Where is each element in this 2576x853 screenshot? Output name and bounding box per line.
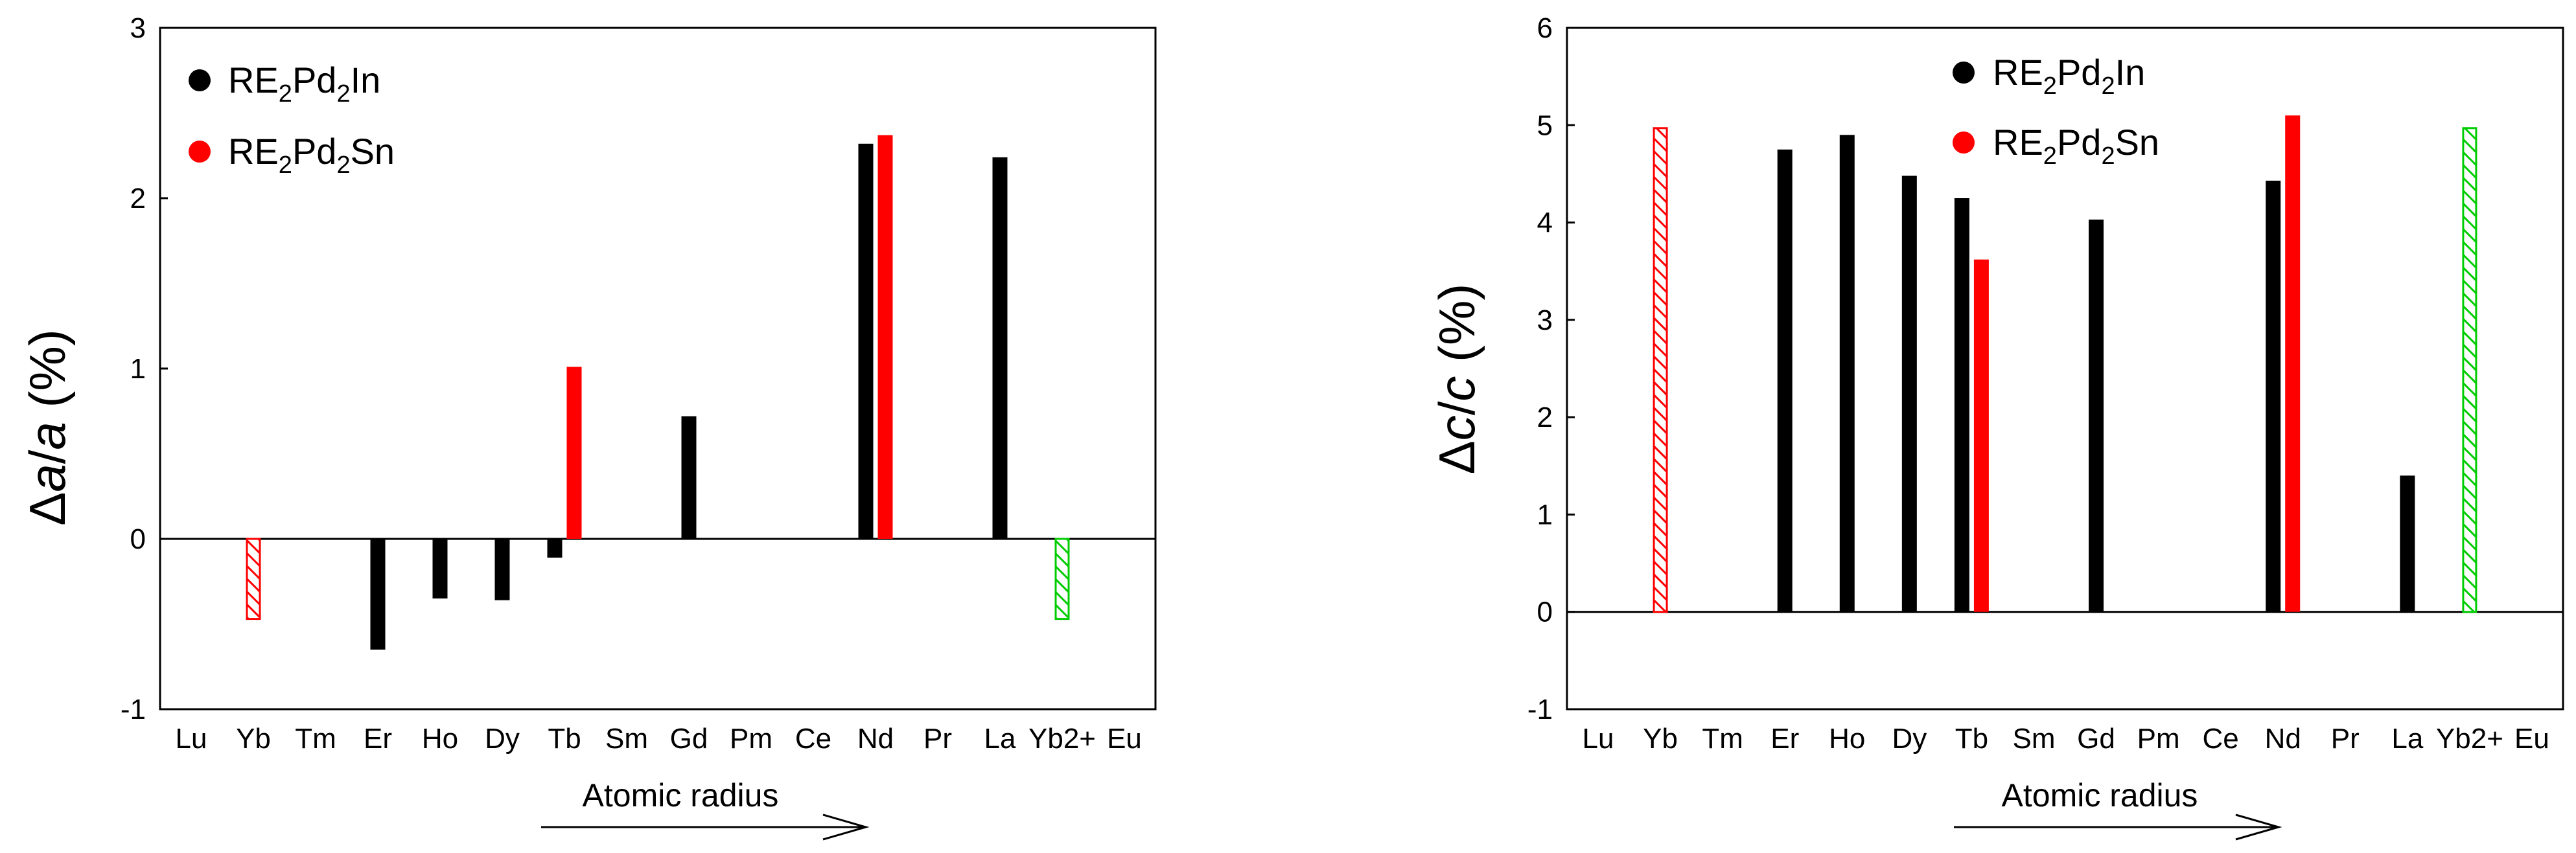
legend-label: RE2Pd2Sn: [228, 131, 395, 179]
x-tick-label: Ho: [422, 723, 458, 755]
y-tick-label: 6: [1537, 12, 1553, 44]
y-tick-label: 1: [130, 353, 146, 385]
y-ticks: -1 0 1 2 3 4 5 6: [1527, 12, 1575, 725]
x-tick-label: Yb2+: [2436, 723, 2503, 755]
bar-re2pd2in-er: [370, 539, 386, 650]
bar-re2pd2in-dy: [494, 539, 510, 600]
x-tick-label: Yb2+: [1028, 723, 1096, 755]
hatched-bar-yb: [1653, 127, 1668, 613]
x-tick-label: Pr: [2331, 723, 2360, 755]
arrow-head: [822, 813, 870, 841]
y-tick-label: -1: [1527, 694, 1553, 725]
legend: RE2Pd2In RE2Pd2Sn: [1953, 52, 2159, 170]
atomic-radius-arrow: Atomic radius: [1954, 777, 2282, 841]
x-tick-label: Pm: [2137, 723, 2180, 755]
x-tick-label: Lu: [176, 723, 207, 755]
x-tick-label: Pr: [923, 723, 952, 755]
x-tick-label: Yb: [1643, 723, 1678, 755]
x-tick-label: La: [2391, 723, 2423, 755]
plot-area: [1566, 27, 2564, 711]
hatched-bar-yb: [246, 538, 261, 620]
x-tick-label: Tm: [1702, 723, 1743, 755]
x-tick-label: Ho: [1829, 723, 1865, 755]
x-tick-label: Sm: [2012, 723, 2055, 755]
x-tick-label: Eu: [2514, 723, 2549, 755]
legend: RE2Pd2In RE2Pd2Sn: [189, 60, 395, 179]
x-tick-label: Tm: [295, 723, 336, 755]
plot-frame: [1566, 27, 2564, 711]
bar-re2pd2sn-tb: [1973, 259, 1989, 612]
bar-re2pd2in-ho: [432, 539, 448, 599]
bar-re2pd2in-la: [992, 157, 1008, 539]
bar-re2pd2in-gd: [2089, 220, 2104, 612]
bar-re2pd2in-tb: [547, 539, 563, 558]
bar-re2pd2sn-nd: [877, 135, 893, 539]
bar-re2pd2sn-nd: [2285, 115, 2301, 612]
legend-marker: [1953, 62, 1975, 84]
y-tick-label: 1: [1537, 499, 1553, 530]
legend-marker: [1953, 131, 1975, 154]
x-tick-label: Nd: [857, 723, 894, 755]
x-ticks: Lu Yb Tm Er Ho Dy Tb Sm Gd Pm Ce Nd Pr La Yb2+ Eu: [1583, 723, 2549, 755]
y-tick-label: 4: [1537, 207, 1553, 239]
x-tick-label: Ce: [2203, 723, 2239, 755]
legend-marker: [189, 141, 211, 163]
y-tick-label: 5: [1537, 109, 1553, 141]
bar-re2pd2in-gd: [681, 416, 697, 539]
plot-area: [159, 27, 1157, 711]
x-tick-label: La: [984, 723, 1016, 755]
y-tick-label: 3: [130, 12, 146, 44]
y-tick-label: 0: [1537, 597, 1553, 628]
legend-item-re2pd2in: RE2Pd2In: [1953, 52, 2145, 100]
legend-label: RE2Pd2Sn: [1993, 122, 2159, 170]
y-tick-label: 3: [1537, 304, 1553, 336]
bar-re2pd2in-nd: [2266, 180, 2281, 612]
atomic-radius-arrow: Atomic radius: [541, 777, 870, 841]
x-tick-label: Yb: [236, 723, 271, 755]
bar-re2pd2in-er: [1777, 149, 1793, 612]
x-tick-label: Pm: [730, 723, 772, 755]
y-tick-label: 2: [1537, 402, 1553, 433]
x-ticks: Lu Yb Tm Er Ho Dy Tb Sm Gd Pm Ce Nd Pr La Yb2+ Eu: [176, 723, 1142, 755]
chart-delta-a: -1 0 1 2 3 Lu Yb Tm Er Ho Dy Tb Sm Gd Pm Ce Nd Pr La Yb2+ E…: [19, 12, 1157, 841]
x-tick-label: Gd: [670, 723, 708, 755]
y-axis-label: Δc/c (%): [1428, 284, 1485, 475]
legend-item-re2pd2in: RE2Pd2In: [189, 60, 380, 108]
x-tick-label: Dy: [1892, 723, 1927, 755]
legend-label: RE2Pd2In: [228, 60, 380, 108]
y-axis-label: Δa/a (%): [19, 329, 76, 526]
arrow-label: Atomic radius: [2002, 777, 2198, 813]
y-ticks: -1 0 1 2 3: [121, 12, 168, 725]
bar-re2pd2in-tb: [1954, 198, 1969, 612]
bar-re2pd2in-dy: [1901, 176, 1917, 612]
y-tick-label: 0: [130, 523, 146, 555]
bar-re2pd2in-la: [2400, 475, 2415, 612]
x-tick-label: Sm: [605, 723, 648, 755]
legend-marker: [189, 69, 211, 91]
y-tick-label: 2: [130, 183, 146, 214]
bar-re2pd2in-ho: [1839, 135, 1855, 612]
x-tick-label: Lu: [1583, 723, 1614, 755]
x-tick-label: Er: [364, 723, 392, 755]
x-tick-label: Eu: [1107, 723, 1142, 755]
legend-item-re2pd2sn: RE2Pd2Sn: [1953, 122, 2159, 170]
x-tick-label: Nd: [2265, 723, 2301, 755]
bar-re2pd2sn-tb: [566, 367, 582, 539]
bar-re2pd2in-nd: [858, 143, 874, 540]
legend-item-re2pd2sn: RE2Pd2Sn: [189, 131, 395, 179]
x-tick-label: Tb: [1955, 723, 1988, 755]
hatched-bar-yb2plus: [2462, 127, 2477, 613]
x-tick-label: Tb: [548, 723, 581, 755]
x-tick-label: Ce: [795, 723, 831, 755]
legend-label: RE2Pd2In: [1993, 52, 2145, 100]
y-tick-label: -1: [121, 694, 146, 725]
arrow-head: [2235, 813, 2282, 841]
arrow-label: Atomic radius: [583, 777, 779, 813]
chart-delta-c: -1 0 1 2 3 4 5 6 Lu Yb Tm Er Ho Dy Tb Sm Gd Pm Ce Nd Pr La Yb…: [1428, 12, 2564, 841]
hatched-bar-yb2plus: [1054, 538, 1070, 620]
x-tick-label: Dy: [485, 723, 520, 755]
x-tick-label: Er: [1770, 723, 1799, 755]
x-tick-label: Gd: [2077, 723, 2115, 755]
